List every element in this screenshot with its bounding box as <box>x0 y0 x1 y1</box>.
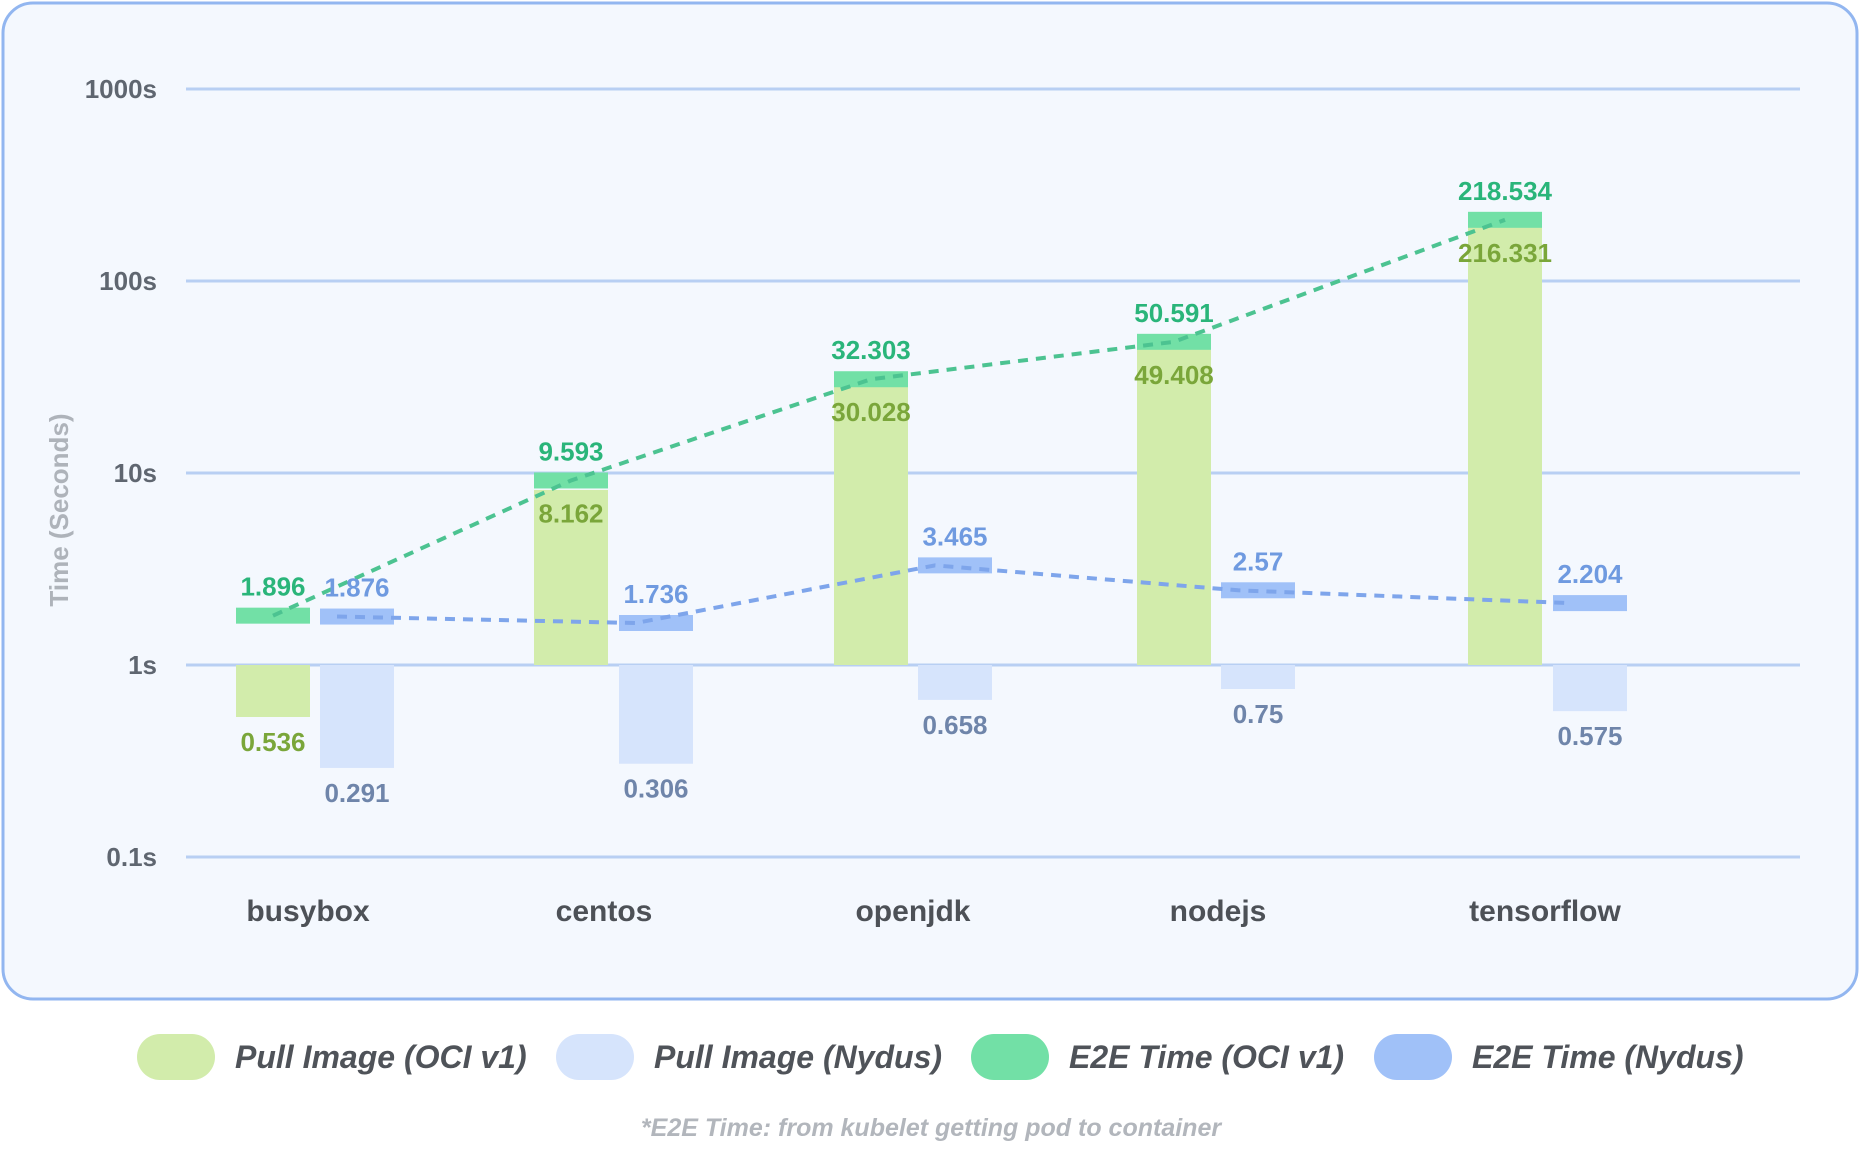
category-label: openjdk <box>855 895 970 928</box>
bar-pull-nydus <box>1553 665 1627 712</box>
legend-swatch <box>556 1034 634 1080</box>
value-label-e2e-oci: 1.896 <box>240 572 305 602</box>
value-label-pull-nydus: 0.658 <box>922 710 987 740</box>
y-tick-label: 1s <box>128 650 157 680</box>
bar-pull-nydus <box>619 665 693 764</box>
bar-pull-nydus <box>1221 665 1295 689</box>
footnote: *E2E Time: from kubelet getting pod to c… <box>641 1114 1222 1142</box>
value-label-e2e-nydus: 3.465 <box>922 521 987 551</box>
legend-label: E2E Time (Nydus) <box>1472 1039 1743 1075</box>
trend-line-e2e-nydus <box>336 563 1571 626</box>
legend-label: E2E Time (OCI v1) <box>1069 1039 1344 1075</box>
bar-pull-nydus <box>918 665 992 700</box>
trend-line-e2e-oci <box>272 217 1506 618</box>
legend-label: Pull Image (OCI v1) <box>235 1039 527 1075</box>
bar-pull-oci <box>1468 216 1542 665</box>
category-label: tensorflow <box>1469 895 1621 928</box>
value-label-pull-oci: 49.408 <box>1134 360 1214 390</box>
plot-panel <box>1 1 1859 1001</box>
y-tick-label: 0.1s <box>106 842 157 872</box>
y-tick-label: 100s <box>99 266 157 296</box>
value-label-e2e-nydus: 2.204 <box>1557 559 1623 589</box>
value-label-e2e-nydus: 1.876 <box>324 573 389 603</box>
bar-pull-oci <box>534 489 608 665</box>
value-label-e2e-oci: 32.303 <box>831 335 911 365</box>
category-label: busybox <box>246 895 370 928</box>
value-label-pull-nydus: 0.291 <box>324 778 389 808</box>
bar-pull-oci <box>236 665 310 718</box>
legend-swatch <box>971 1034 1049 1080</box>
category-label: centos <box>556 895 653 928</box>
value-label-pull-oci: 216.331 <box>1458 238 1552 268</box>
category-label: nodejs <box>1170 895 1267 928</box>
value-label-e2e-oci: 9.593 <box>538 436 603 466</box>
y-tick-label: 10s <box>114 458 157 488</box>
value-label-pull-nydus: 0.306 <box>623 774 688 804</box>
bar-pull-oci <box>1137 339 1211 665</box>
value-label-e2e-nydus: 2.57 <box>1233 546 1284 576</box>
bar-e2e-oci <box>1137 333 1211 350</box>
value-label-pull-oci: 8.162 <box>538 498 603 528</box>
value-label-pull-nydus: 0.75 <box>1233 699 1284 729</box>
bar-e2e-oci <box>834 371 908 388</box>
bar-pull-nydus <box>320 665 394 768</box>
value-label-pull-oci: 30.028 <box>831 397 911 427</box>
value-label-e2e-oci: 218.534 <box>1458 176 1553 206</box>
bar-e2e-nydus <box>619 615 693 632</box>
bar-pull-oci <box>834 381 908 665</box>
value-label-pull-nydus: 0.575 <box>1557 721 1622 751</box>
y-tick-label: 1000s <box>85 74 157 104</box>
y-axis-label: Time (Seconds) <box>44 413 74 606</box>
legend-swatch <box>1374 1034 1452 1080</box>
legend-swatch <box>137 1034 215 1080</box>
value-label-e2e-nydus: 1.736 <box>623 579 688 609</box>
legend-label: Pull Image (Nydus) <box>654 1039 942 1075</box>
value-label-pull-oci: 0.536 <box>240 727 305 757</box>
bar-e2e-nydus <box>1553 595 1627 612</box>
value-label-e2e-oci: 50.591 <box>1134 298 1214 328</box>
bar-e2e-nydus <box>918 557 992 574</box>
